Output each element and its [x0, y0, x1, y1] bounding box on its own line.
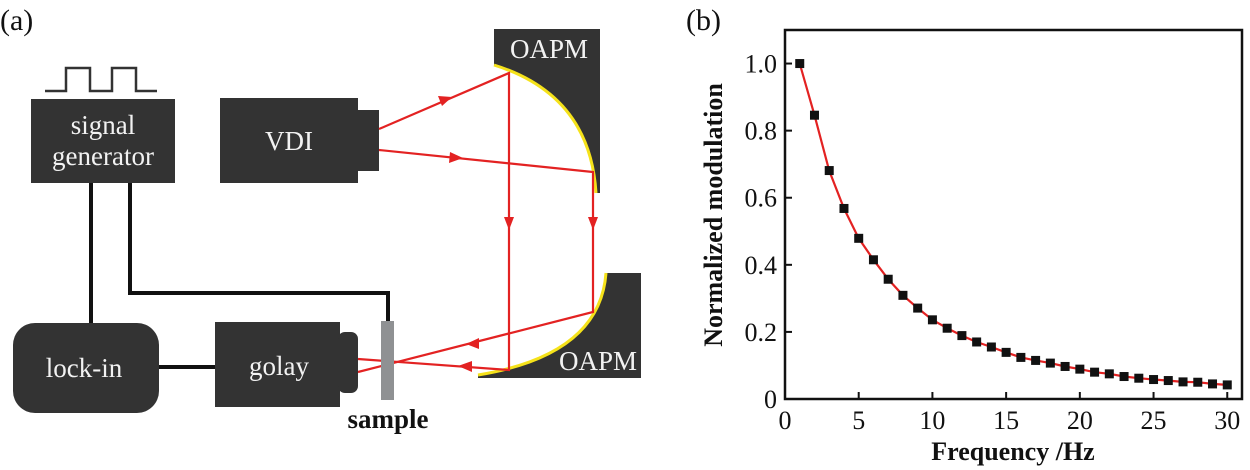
data-point	[854, 233, 864, 243]
data-point	[1045, 358, 1055, 368]
square-wave-icon	[45, 66, 157, 93]
sample-holder	[381, 321, 394, 400]
arrow-icon	[466, 338, 479, 349]
arrow-icon	[458, 361, 472, 372]
x-tick-label: 20	[1067, 406, 1093, 435]
oapm-bottom-label: OAPM	[559, 346, 637, 376]
data-point	[824, 166, 834, 176]
y-axis-label: Normalized modulation	[699, 83, 728, 347]
oapm-top-mirror: OAPM	[493, 29, 600, 194]
signal-generator-box: signal generator	[31, 99, 175, 183]
data-point	[1163, 376, 1173, 386]
x-tick-label: 5	[852, 406, 865, 435]
data-point	[1104, 369, 1114, 379]
data-point	[1060, 361, 1070, 371]
sample-label: sample	[348, 404, 429, 434]
data-point	[1149, 375, 1159, 385]
golay-detector: golay	[215, 322, 358, 407]
modulation-chart: 0 5 10 15 20 25 30 0 0.2 0.4 0.6 0.8 1.0 Frequency /…	[699, 28, 1244, 466]
lock-in-label: lock-in	[46, 353, 123, 383]
data-point	[927, 315, 937, 325]
data-point	[913, 303, 923, 313]
thz-beam-paths	[357, 71, 598, 374]
data-point	[942, 323, 952, 333]
data-point	[1222, 380, 1232, 390]
signal-generator-label-2: generator	[52, 141, 154, 171]
y-tick-label: 0.4	[745, 251, 778, 280]
data-point	[1031, 355, 1041, 365]
plot-frame	[783, 28, 1244, 401]
x-axis-label: Frequency /Hz	[931, 437, 1094, 466]
arrow-icon	[438, 96, 452, 106]
lock-in-amplifier: lock-in	[13, 323, 159, 413]
data-point	[883, 274, 893, 284]
y-tick-label: 0.2	[745, 318, 778, 347]
panel-a-label: (a)	[0, 4, 33, 37]
vdi-label: VDI	[265, 126, 313, 156]
arrow-icon	[588, 217, 598, 230]
data-point	[1090, 367, 1100, 377]
oapm-top-label: OAPM	[510, 34, 588, 64]
data-point	[1119, 372, 1129, 382]
panel-b-label: (b)	[686, 4, 721, 37]
data-point	[839, 203, 849, 213]
data-point	[1075, 364, 1085, 374]
data-point	[1016, 352, 1026, 362]
data-point	[1193, 377, 1203, 387]
data-point	[957, 331, 967, 341]
golay-label: golay	[249, 351, 309, 381]
oapm-bottom-mirror: OAPM	[477, 272, 641, 378]
fit-curve	[798, 63, 1228, 386]
x-tick-label: 25	[1141, 406, 1167, 435]
data-point	[1208, 379, 1218, 389]
x-tick-label: 15	[993, 406, 1019, 435]
x-tick-label: 10	[919, 406, 945, 435]
data-point	[795, 59, 805, 69]
y-tick-label: 0.8	[745, 117, 778, 146]
arrow-icon	[504, 217, 514, 230]
y-tick-label: 0	[764, 385, 777, 414]
wires	[89, 183, 390, 369]
data-point	[868, 255, 878, 265]
data-point	[1134, 373, 1144, 383]
data-point	[986, 342, 996, 352]
data-point	[1001, 347, 1011, 357]
data-point	[1178, 377, 1188, 387]
vdi-source: VDI	[220, 98, 379, 183]
x-tick-label: 0	[779, 406, 792, 435]
data-point	[972, 337, 982, 347]
y-tick-label: 0.6	[745, 184, 778, 213]
y-tick-label: 1.0	[745, 50, 778, 79]
data-point	[898, 290, 908, 300]
data-point	[809, 110, 819, 120]
x-tick-label: 30	[1214, 406, 1240, 435]
arrow-icon	[449, 152, 463, 163]
signal-generator-label-1: signal	[71, 110, 136, 140]
